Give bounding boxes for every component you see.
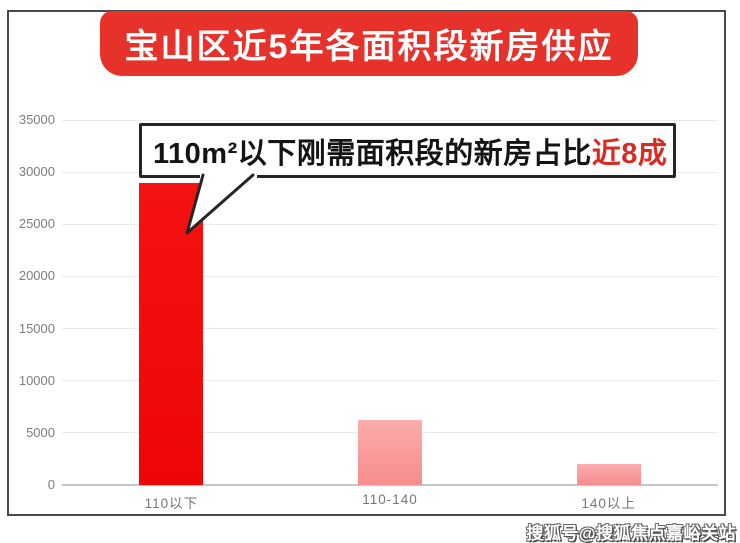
y-axis-tick-label: 15000 <box>18 320 55 336</box>
annotation-callout: 110m²以下刚需面积段的新房占比 近8成 <box>139 123 676 178</box>
y-axis-tick-label: 5000 <box>26 424 55 440</box>
callout-tail <box>185 172 257 235</box>
plot-area <box>62 119 718 486</box>
bar-110-140 <box>358 420 422 485</box>
chart-title-banner: 宝山区近5年各面积段新房供应 <box>100 11 638 76</box>
gridline-10000 <box>62 380 718 382</box>
gridline-0 <box>62 484 718 486</box>
gridline-20000 <box>62 275 718 277</box>
x-axis-tick-label: 110以下 <box>144 496 199 511</box>
y-axis-tick-label: 0 <box>47 477 55 492</box>
gridline-25000 <box>62 223 718 225</box>
chart-title: 宝山区近5年各面积段新房供应 <box>124 28 614 66</box>
gridline-35000 <box>62 119 718 121</box>
y-axis-tick-label: 10000 <box>18 372 55 388</box>
x-axis-tick-label: 110-140 <box>362 492 418 507</box>
y-axis-tick-label: 25000 <box>18 216 55 232</box>
x-axis-tick-label: 140以上 <box>581 496 636 511</box>
annotation-text: 110m²以下刚需面积段的新房占比 <box>153 137 592 170</box>
y-axis-tick-label: 30000 <box>18 164 55 180</box>
sohu-watermark: 搜狐号@搜狐焦点嘉峪关站 <box>526 524 736 543</box>
bar-140以上 <box>576 464 641 485</box>
gridline-15000 <box>62 328 718 330</box>
bar-110以下 <box>139 182 204 485</box>
y-axis-tick-label: 20000 <box>18 268 55 284</box>
y-axis-tick-label: 35000 <box>18 112 55 127</box>
annotation-highlight: 近8成 <box>591 137 668 170</box>
